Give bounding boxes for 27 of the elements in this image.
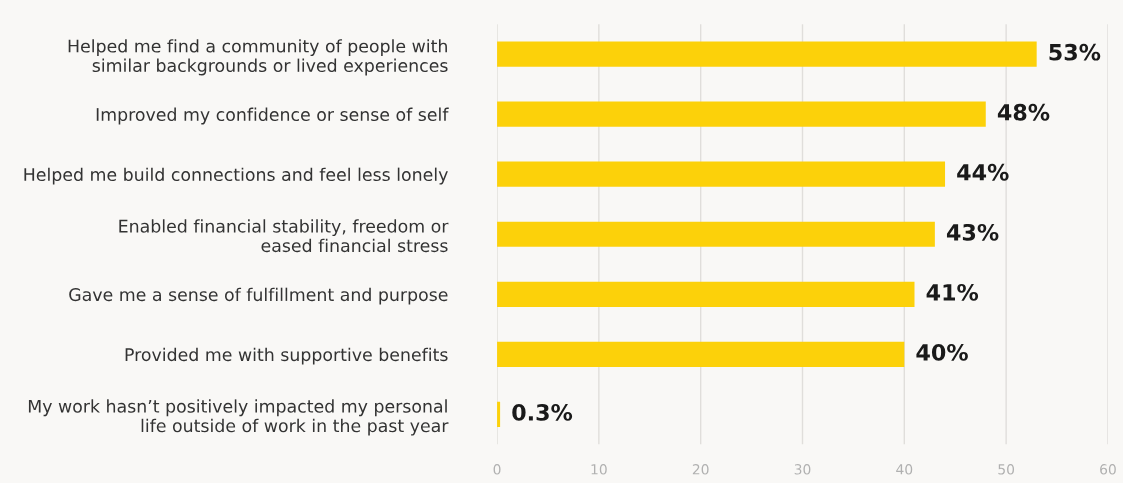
data-label: 48% xyxy=(997,103,1050,121)
data-label: 0.3% xyxy=(512,403,573,421)
bar xyxy=(497,341,905,367)
y-tick-label: Improved my confidence or sense of self xyxy=(96,107,449,125)
x-tick-label: 40 xyxy=(896,464,913,475)
bar xyxy=(497,281,915,307)
data-label: 40% xyxy=(916,343,968,361)
y-tick-label: Helped me find a community of people with similar backgrounds or lived experiences xyxy=(68,39,448,76)
y-tick-label: Enabled financial stability, freedom or eased financial stress xyxy=(119,219,449,253)
x-tick-label: 60 xyxy=(1100,464,1116,475)
data-label: 44% xyxy=(957,163,1009,181)
bar xyxy=(497,41,1037,67)
y-tick-label: Helped me build connections and feel less lonely xyxy=(24,167,448,185)
y-tick-label: Gave me a sense of fulfillment and purpose xyxy=(69,287,448,305)
data-label: 41% xyxy=(926,283,979,301)
bar xyxy=(497,161,946,187)
x-tick-label: 20 xyxy=(692,464,709,475)
x-tick-label: 50 xyxy=(998,464,1015,475)
y-tick-label: Provided me with supportive benefits xyxy=(125,347,448,365)
x-tick-label: 30 xyxy=(794,464,811,475)
y-tick-label: My work hasn’t positively impacted my personal life outside of work in the past year xyxy=(28,399,449,436)
data-label: 43% xyxy=(946,223,999,241)
bar xyxy=(497,101,986,127)
data-label: 53% xyxy=(1049,43,1101,61)
bar xyxy=(497,221,935,247)
x-tick-label: 10 xyxy=(591,464,607,475)
x-tick-label: 0 xyxy=(493,464,501,475)
